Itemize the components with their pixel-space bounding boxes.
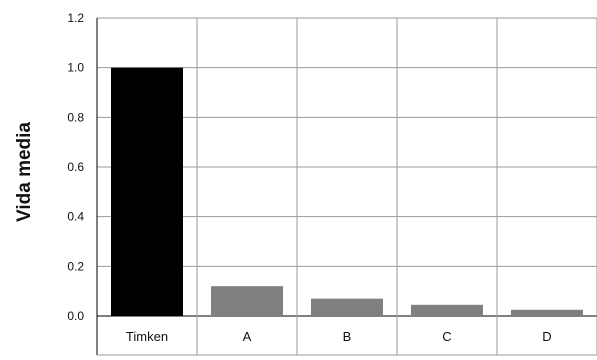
x-category-label: Timken (126, 329, 168, 344)
y-tick-label: 0.8 (67, 110, 84, 124)
y-tick-label: 1.2 (67, 11, 84, 25)
y-tick-label: 1.0 (67, 61, 84, 75)
bar-c (411, 304, 483, 316)
y-tick-label: 0.6 (67, 160, 84, 174)
bar-d (511, 309, 583, 316)
x-category-label: A (243, 329, 252, 344)
y-axis-label: Vida media (14, 122, 35, 222)
y-axis-ticks: 0.0 0.2 0.4 0.6 0.8 1.0 1.2 (67, 11, 84, 323)
bar-b (311, 298, 383, 316)
bar-timken (111, 67, 183, 317)
y-tick-label: 0.4 (67, 210, 84, 224)
x-category-label: B (343, 329, 352, 344)
bars (111, 67, 583, 317)
y-tick-label: 0.0 (67, 309, 84, 323)
x-category-label: D (542, 329, 551, 344)
y-tick-label: 0.2 (67, 259, 84, 273)
bar-a (211, 286, 283, 316)
x-axis-categories: Timken A B C D (126, 329, 552, 344)
x-category-label: C (442, 329, 451, 344)
